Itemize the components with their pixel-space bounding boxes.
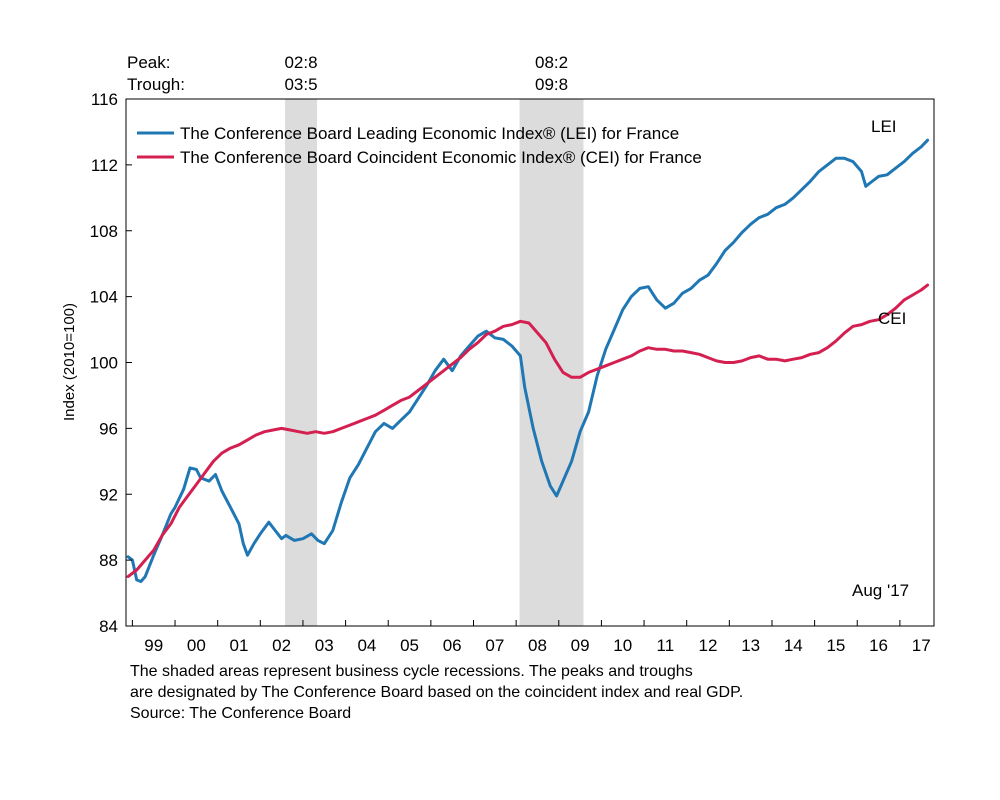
lei-series-line: [126, 138, 930, 583]
x-tick-label: 10: [613, 636, 632, 655]
recession-trough-date: 09:8: [535, 75, 568, 94]
chart: Peak: Trough: 02:8 03:5 08:2 09:8 84 88 92 96 1…: [61, 53, 935, 655]
y-tick-label: 88: [99, 551, 118, 570]
y-tick-label: 96: [99, 419, 118, 438]
y-tick-label: 92: [99, 485, 118, 504]
x-tick-label: 11: [657, 636, 675, 655]
cei-line-label: CEI: [878, 309, 906, 328]
footnote-line-2: are designated by The Conference Board b…: [130, 684, 744, 701]
legend-label-cei: The Conference Board Coincident Economic…: [180, 148, 702, 167]
legend-label-lei: The Conference Board Leading Economic In…: [180, 124, 679, 143]
x-tick-label: 99: [144, 636, 163, 655]
recession-peak-date: 08:2: [535, 53, 568, 72]
x-axis: 99 00 01 02 03 04 05 06 07 08 09 10 11 12 13 14 15 16 17: [131, 620, 931, 655]
x-tick-label: 07: [485, 636, 504, 655]
y-tick-label: 100: [90, 354, 118, 373]
x-tick-label: 09: [571, 636, 590, 655]
y-tick-label: 108: [90, 222, 118, 241]
recession-shading: [285, 99, 584, 626]
x-tick-label: 13: [741, 636, 760, 655]
x-tick-label: 17: [912, 636, 931, 655]
peak-label: Peak:: [127, 53, 170, 72]
legend: The Conference Board Leading Economic In…: [137, 124, 702, 167]
recession-band: [285, 99, 318, 626]
y-tick-label: 112: [91, 156, 118, 175]
x-tick-label: 06: [443, 636, 462, 655]
x-tick-label: 16: [869, 636, 888, 655]
y-tick-label: 104: [90, 288, 118, 307]
series-lines: [126, 138, 930, 583]
cei-series-line: [126, 283, 930, 579]
recession-peak-date: 02:8: [284, 53, 317, 72]
y-tick-label: 84: [99, 617, 118, 636]
x-tick-label: 01: [230, 636, 249, 655]
x-tick-label: 08: [528, 636, 547, 655]
y-axis-label: Index (2010=100): [61, 303, 78, 421]
x-tick-label: 00: [187, 636, 206, 655]
x-tick-label: 15: [826, 636, 845, 655]
trough-label: Trough:: [127, 75, 185, 94]
date-note: Aug '17: [852, 581, 909, 600]
x-tick-label: 03: [315, 636, 334, 655]
recession-trough-date: 03:5: [284, 75, 317, 94]
x-tick-label: 02: [272, 636, 291, 655]
footnote: The shaded areas represent business cycl…: [130, 661, 743, 724]
recession-band: [519, 99, 584, 626]
x-tick-label: 14: [784, 636, 803, 655]
x-tick-label: 12: [699, 636, 718, 655]
y-tick-label: 116: [91, 90, 118, 109]
footnote-source: Source: The Conference Board: [130, 705, 352, 722]
lei-line-label: LEI: [871, 117, 897, 136]
x-tick-label: 04: [357, 636, 376, 655]
y-axis: 84 88 92 96 100 104 108 112 116: [90, 90, 132, 636]
recession-header: Peak: Trough: 02:8 03:5 08:2 09:8: [127, 53, 568, 94]
x-tick-label: 05: [400, 636, 419, 655]
footnote-line-1: The shaded areas represent business cycl…: [130, 663, 693, 680]
